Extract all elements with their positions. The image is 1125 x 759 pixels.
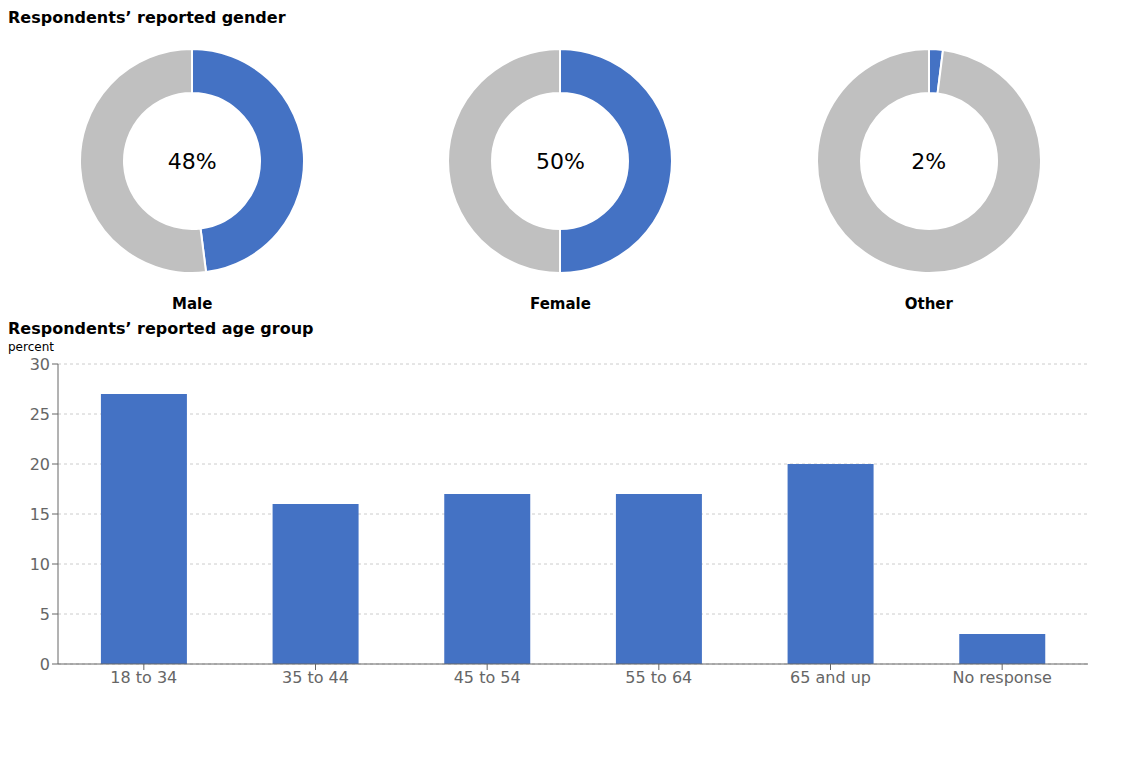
svg-text:30: 30 [30,355,50,374]
svg-text:18 to 34: 18 to 34 [110,668,177,687]
html-text:Other: Other [904,295,953,313]
svg-text:25: 25 [30,405,50,424]
html-text:Female: Female [530,295,591,313]
svg-text:15: 15 [30,505,50,524]
svg-text:10: 10 [30,555,50,574]
html-text:Respondents’ reported age grou: Respondents’ reported age group [8,319,314,338]
svg-text:45 to 54: 45 to 54 [454,668,521,687]
html-text:Respondents’ reported gender: Respondents’ reported gender [8,8,286,27]
html-text:48%: 48% [167,148,217,174]
svg-text:65 and up: 65 and up [790,668,871,687]
svg-text:55 to 64: 55 to 64 [625,668,692,687]
html-text:percent: percent [8,340,54,354]
svg-text:20: 20 [30,455,50,474]
html-text:Male: Male [172,295,213,313]
html-text:50%: 50% [536,148,585,174]
html-text:2%: 2% [911,148,947,174]
svg-text:35 to 44: 35 to 44 [282,668,349,687]
svg-text:No response: No response [952,668,1052,687]
svg-text:5: 5 [40,605,50,624]
svg-text:0: 0 [40,655,50,674]
